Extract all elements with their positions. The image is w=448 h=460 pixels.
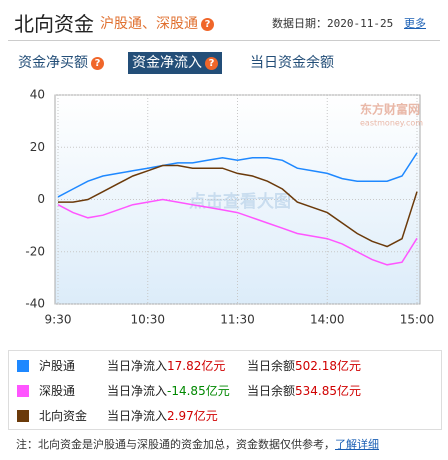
summary-table: 沪股通 当日净流入17.82亿元 当日余额502.18亿元 深股通 当日净流入-14.8… (8, 350, 442, 430)
y-tick-label: 20 (30, 140, 45, 154)
legend-name: 北向资金 (39, 409, 88, 423)
chart: 东方财富网 eastmoney.com 点击查看大图 -40 -20 0 20 40 9:… (25, 88, 435, 327)
tab[interactable]: 当日资金余额 (246, 52, 338, 74)
divider (8, 40, 440, 41)
y-tick-label: 40 (30, 88, 45, 102)
tab-label: 当日资金余额 (250, 55, 334, 71)
balance: 当日余额502.18亿元 (247, 355, 361, 377)
legend-swatch (17, 410, 29, 422)
footer: 注：北向资金是沪股通与深股通的资金加总，资金数据仅供参考，了解详细 (16, 436, 379, 452)
legend-swatch (17, 385, 29, 397)
help-icon[interactable]: ? (205, 56, 218, 70)
more-link[interactable]: 更多 (404, 17, 426, 30)
data-date: 数据日期：2020-11-25 (272, 17, 394, 30)
tab-label: 资金净流入 (132, 55, 202, 71)
legend-name: 沪股通 (39, 359, 76, 373)
summary-row: 北向资金 当日净流入2.97亿元 (9, 405, 441, 427)
inflow-value: -14.85亿元 (167, 384, 230, 398)
footer-link[interactable]: 了解详细 (335, 438, 379, 451)
x-tick-label: 11:30 (220, 313, 255, 327)
y-tick-label: -20 (25, 244, 45, 258)
inflow-value: 2.97亿元 (167, 409, 218, 423)
legend-name: 深股通 (39, 384, 76, 398)
help-icon[interactable]: ? (91, 56, 104, 70)
help-icon[interactable]: ? (201, 17, 214, 31)
inflow: 当日净流入2.97亿元 (107, 405, 218, 427)
legend-swatch (17, 360, 29, 372)
balance-label: 当日余额 (247, 359, 296, 373)
balance-label: 当日余额 (247, 384, 296, 398)
inflow-label: 当日净流入 (107, 359, 168, 373)
inflow: 当日净流入-14.85亿元 (107, 380, 230, 402)
inflow-label: 当日净流入 (107, 409, 168, 423)
tab[interactable]: 资金净买额? (14, 52, 108, 74)
subtitle-text: 沪股通、深股通 (100, 16, 198, 32)
watermark-logo: 东方财富网 (360, 102, 420, 117)
inflow-label: 当日净流入 (107, 384, 168, 398)
summary-row: 沪股通 当日净流入17.82亿元 当日余额502.18亿元 (9, 355, 441, 377)
subtitle: 沪股通、深股通? (100, 13, 214, 33)
balance-value: 502.18亿元 (295, 359, 362, 373)
x-tick-label: 14:00 (310, 313, 345, 327)
balance: 当日余额534.85亿元 (247, 380, 361, 402)
watermark-center: 点击查看大图 (189, 191, 291, 212)
summary-row: 深股通 当日净流入-14.85亿元 当日余额534.85亿元 (9, 380, 441, 402)
series-line (57, 198, 418, 266)
page-title: 北向资金 (14, 12, 94, 36)
y-tick-label: 0 (37, 192, 45, 206)
series-line (58, 164, 418, 248)
series-line (57, 152, 418, 198)
balance-value: 534.85亿元 (295, 384, 362, 398)
x-tick-label: 15:00 (400, 313, 435, 327)
x-tick-label: 10:30 (130, 313, 165, 327)
inflow-value: 17.82亿元 (167, 359, 226, 373)
tab-label: 资金净买额 (18, 55, 88, 71)
x-tick-label: 9:30 (45, 313, 72, 327)
footer-note: 注：北向资金是沪股通与深股通的资金加总，资金数据仅供参考， (16, 438, 335, 451)
watermark-site: eastmoney.com (360, 119, 423, 128)
tab[interactable]: 资金净流入? (128, 52, 222, 74)
y-tick-label: -40 (25, 297, 45, 311)
inflow: 当日净流入17.82亿元 (107, 355, 225, 377)
